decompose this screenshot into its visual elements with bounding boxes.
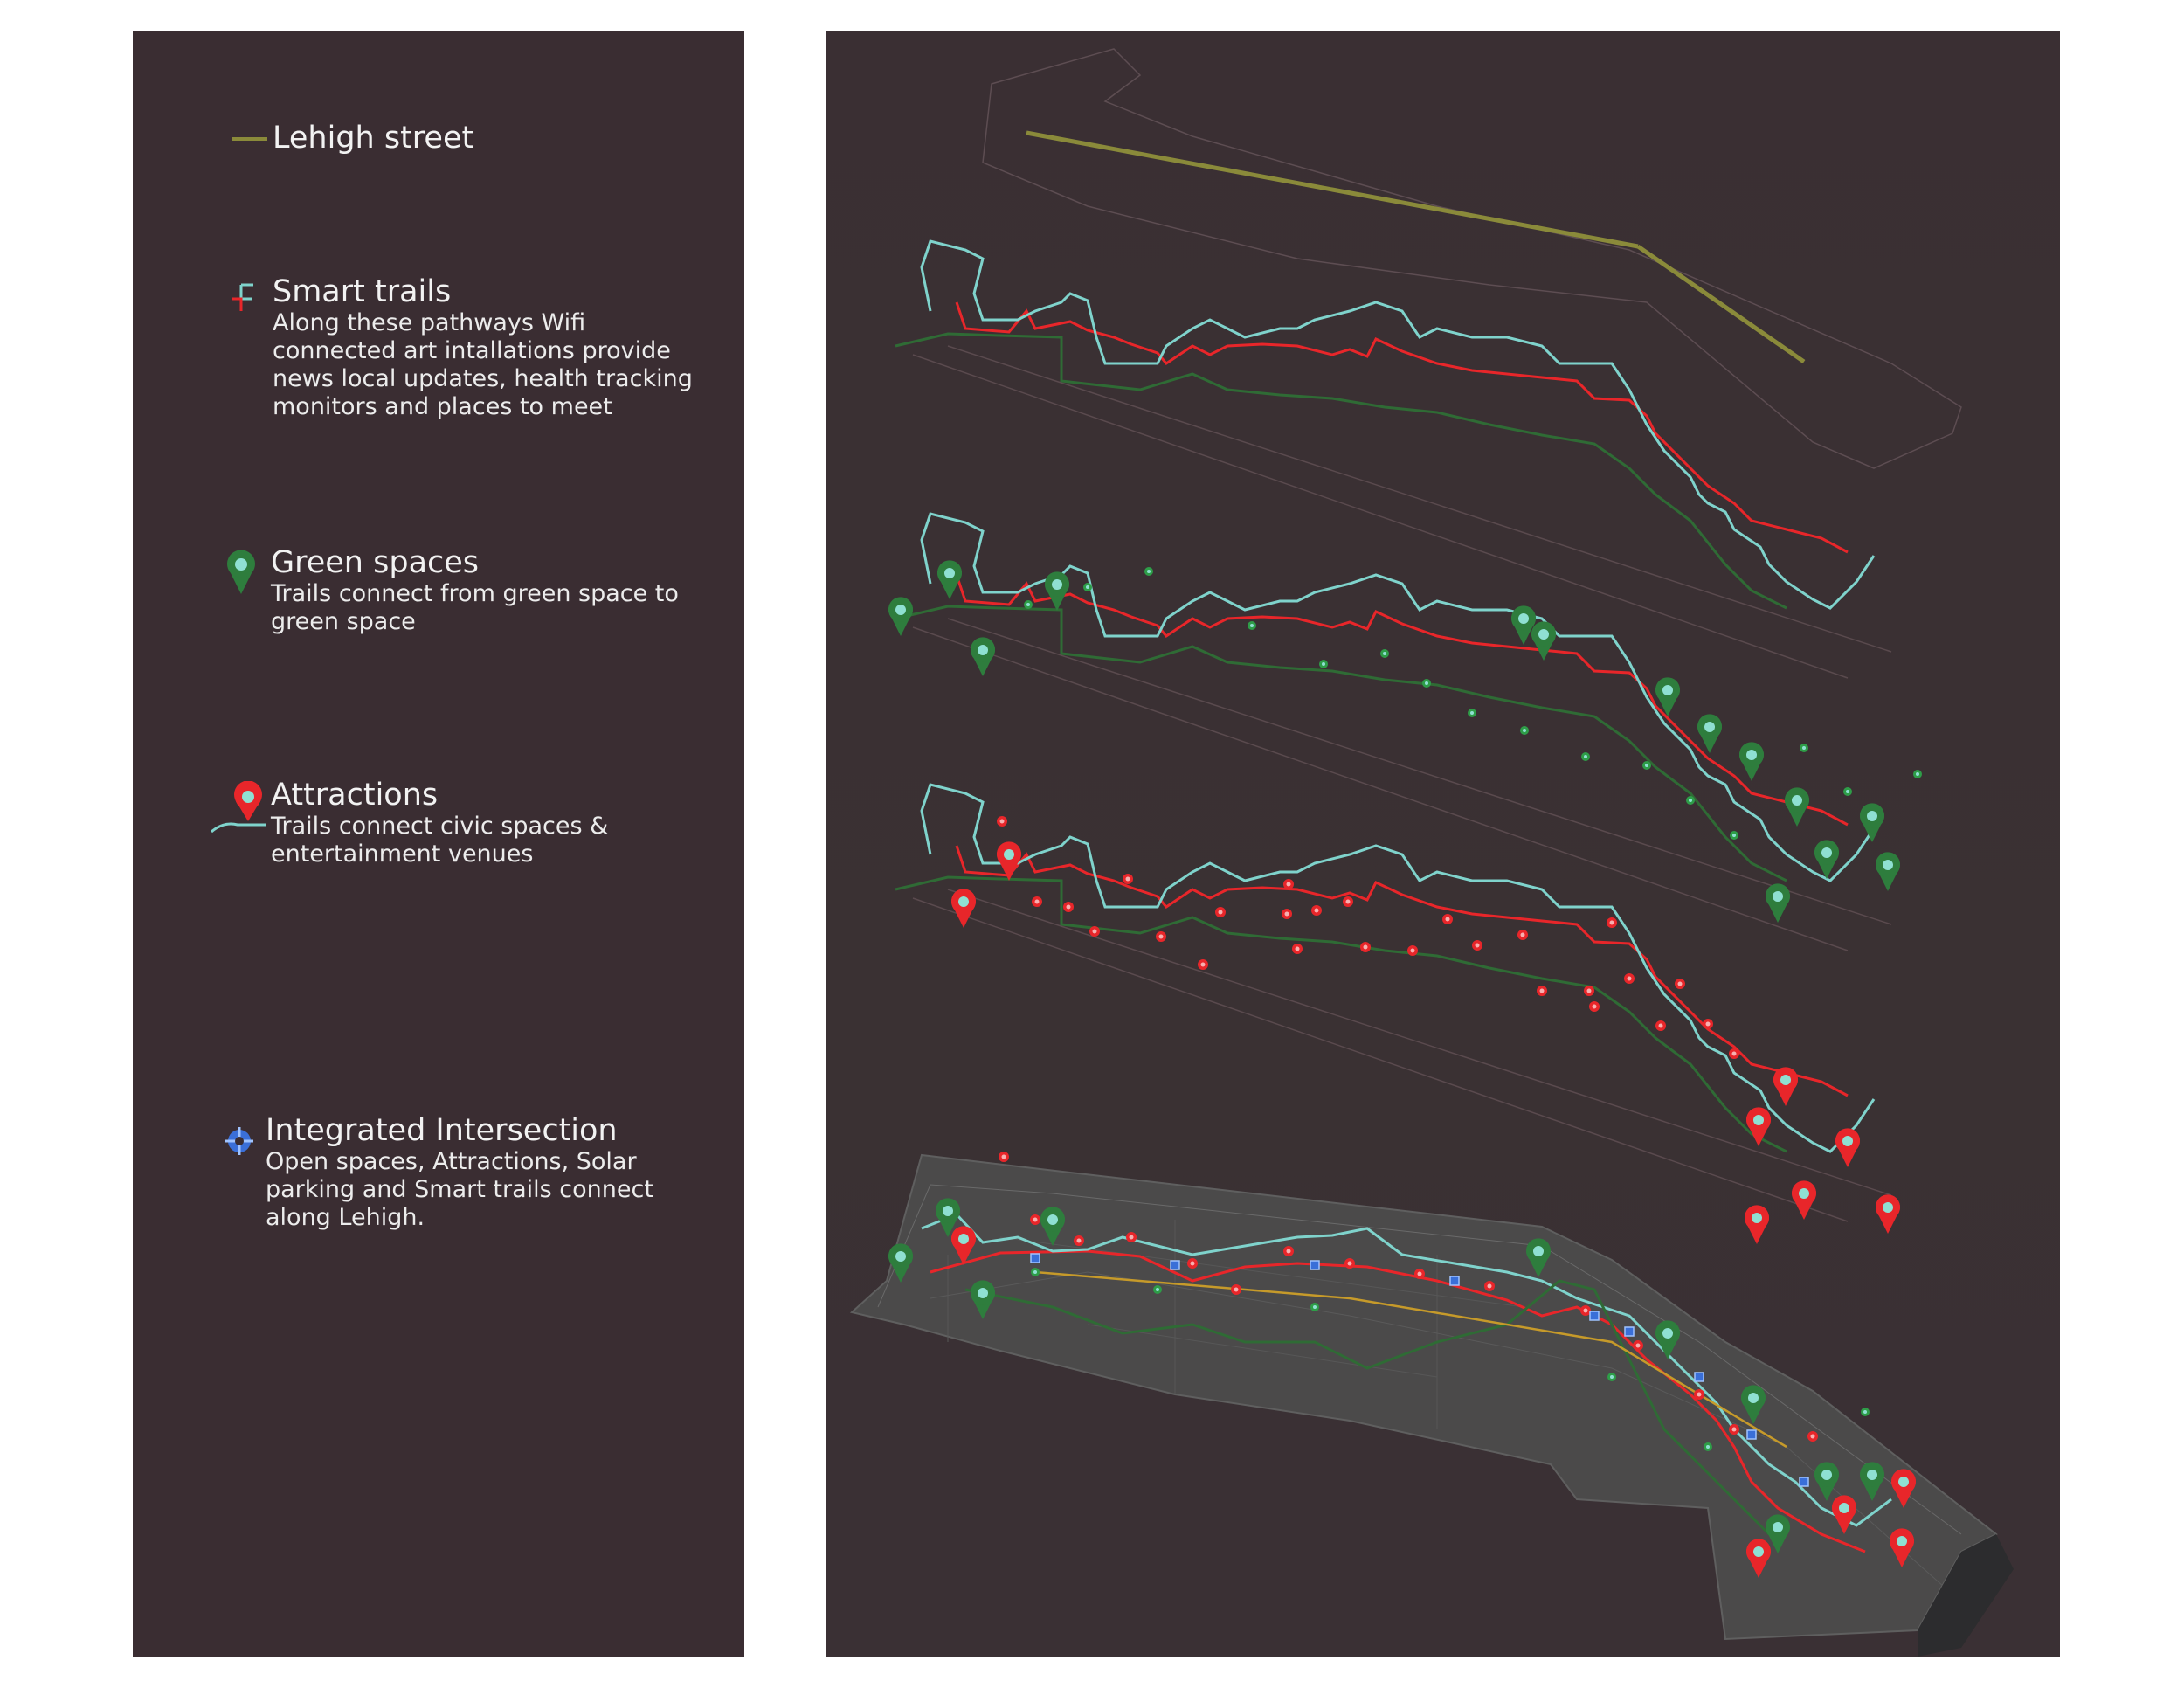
legend-desc-smart-trails: Along these pathways Wifi connected art … [273, 309, 693, 420]
red-pin-icon [211, 781, 266, 834]
red-pin [1876, 1194, 1900, 1234]
legend-title-lehigh-street: Lehigh street [273, 121, 474, 156]
layer-integrated-intersection [849, 1153, 2014, 1657]
legend-title-integrated-intersection: Integrated Intersection [266, 1113, 618, 1148]
green-pin [1876, 852, 1900, 891]
layer-lehigh-street [982, 48, 1962, 469]
red-pin [1773, 1067, 1798, 1106]
green-pin [1511, 605, 1536, 645]
legend-desc-green-spaces: Trails connect from green space to green… [271, 580, 679, 635]
red-pin [1792, 1180, 1816, 1220]
layer-attractions [894, 783, 1893, 1223]
crosshair-node-icon [225, 1127, 253, 1155]
green-pin [1785, 787, 1809, 827]
green-space-markers [888, 560, 1922, 923]
red-pin [1835, 1128, 1860, 1167]
legend-desc-integrated-intersection: Open spaces, Attractions, Solar parking … [266, 1148, 653, 1231]
intersection-trails [921, 1213, 1892, 1553]
layer-smart-trails [894, 239, 1893, 680]
green-pin [888, 597, 913, 636]
green-pin-icon [227, 550, 255, 594]
lehigh-street-line [1026, 130, 1639, 249]
layer-diagram [849, 48, 2014, 1657]
green-pin [1531, 621, 1556, 661]
green-pin [1860, 803, 1884, 842]
legend-panel: Lehigh street Smart trails Along these p… [133, 31, 744, 1657]
green-pin [1045, 571, 1069, 611]
legend-desc-attractions: Trails connect civic spaces & entertainm… [271, 813, 609, 868]
lehigh-street-line-2 [1636, 244, 1806, 364]
green-pin [1697, 714, 1722, 753]
aerial-base [849, 1153, 1998, 1641]
legend-title-smart-trails: Smart trails [273, 274, 452, 309]
lehigh-outline [982, 48, 1962, 469]
water-edge [1918, 1534, 2014, 1657]
red-pin [951, 889, 976, 928]
red-pin [1745, 1205, 1769, 1244]
legend-title-attractions: Attractions [271, 778, 439, 813]
green-pin [1814, 840, 1839, 879]
green-pin [1739, 742, 1764, 781]
green-pin [971, 637, 995, 676]
legend-title-green-spaces: Green spaces [271, 545, 480, 580]
layer-diagram-panel [826, 31, 2060, 1657]
trail-branch-icon [232, 283, 253, 311]
green-pin [1766, 883, 1790, 923]
line-segment-icon [232, 137, 267, 141]
green-pin [937, 560, 962, 599]
